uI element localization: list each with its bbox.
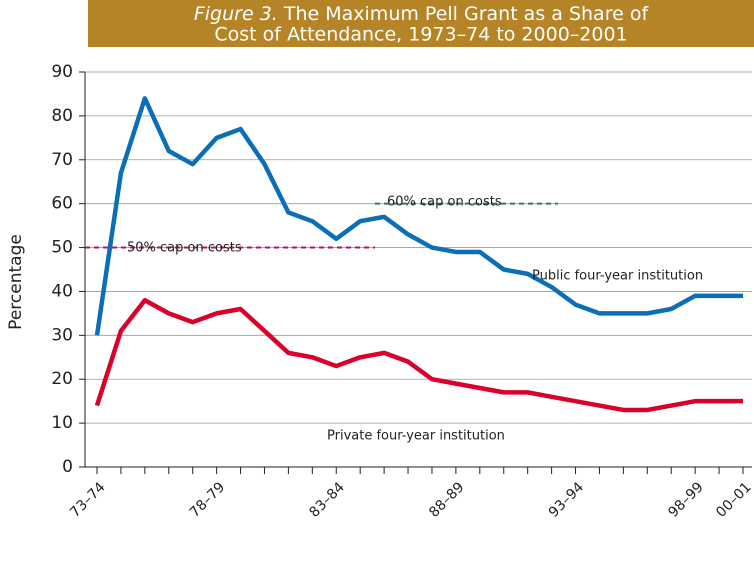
x-tick-label: 78–79: [187, 479, 228, 520]
y-axis-label: Percentage: [6, 234, 26, 330]
y-tick-label: 50: [51, 238, 73, 258]
series-line: [94, 297, 743, 413]
y-tick-label: 60: [51, 194, 73, 214]
x-tick-label: 98–99: [665, 479, 706, 520]
chart-title: Figure 3. The Maximum Pell Grant as a Sh…: [194, 3, 650, 25]
y-tick-label: 10: [51, 413, 73, 433]
y-tick-label: 70: [51, 150, 73, 170]
title-figure: Figure 3.: [194, 3, 278, 25]
cap-label: 50% cap on costs: [127, 241, 242, 256]
title-line: The Maximum Pell Grant as a Share of: [283, 3, 650, 25]
y-tick-label: 30: [51, 325, 73, 345]
x-tick-label: 88–89: [426, 479, 467, 520]
title-band: [88, 0, 754, 47]
y-tick-label: 20: [51, 369, 73, 389]
cap-label: 60% cap on costs: [387, 195, 502, 210]
y-tick-label: 0: [62, 457, 73, 477]
x-tick-label: 83–84: [306, 479, 348, 521]
y-tick-label: 40: [51, 281, 73, 301]
x-tick-label: 93–94: [546, 479, 588, 521]
series-label: Public four-year institution: [532, 269, 703, 284]
series-label: Private four-year institution: [327, 429, 505, 444]
series-line: [94, 96, 743, 336]
x-tick-label: 00–01: [713, 479, 754, 520]
x-tick-label: 73–74: [67, 479, 109, 521]
chart-title: Cost of Attendance, 1973–74 to 2000–2001: [214, 24, 627, 46]
y-tick-label: 90: [51, 62, 73, 82]
y-tick-label: 80: [51, 106, 73, 126]
